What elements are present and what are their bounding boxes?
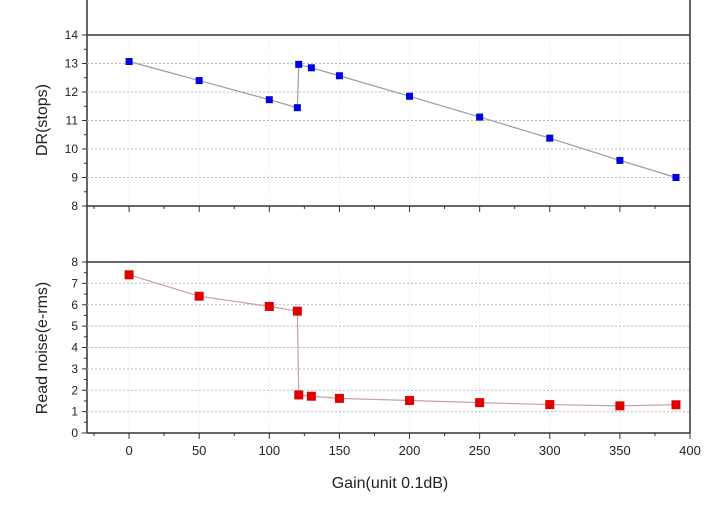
data-point — [475, 398, 485, 408]
data-point — [615, 401, 625, 411]
data-point — [124, 270, 134, 280]
data-point — [265, 96, 273, 104]
series-line — [128, 60, 677, 179]
data-point — [264, 301, 274, 311]
read-noise-panel: 0 1 2 3 4 5 6 7 8 0 50 100 150 200 250 300 350 400 — [71, 255, 701, 458]
y-tick-label: 7 — [71, 276, 78, 290]
data-point — [295, 60, 303, 68]
x-axis-label: Gain(unit 0.1dB) — [332, 475, 449, 492]
data-point — [125, 58, 133, 66]
data-point — [546, 134, 554, 142]
data-point — [476, 113, 484, 121]
y-tick-label: 4 — [71, 341, 78, 355]
data-point — [616, 156, 624, 164]
y-tick-label: 1 — [71, 405, 78, 419]
data-point — [545, 400, 555, 410]
x-tick-label: 350 — [609, 443, 631, 458]
x-tick-label: 50 — [192, 443, 206, 458]
x-tick-label: 150 — [329, 443, 351, 458]
y-tick-label: 3 — [71, 362, 78, 376]
x-tick-label: 200 — [399, 443, 421, 458]
data-point — [335, 72, 343, 80]
data-point — [294, 390, 304, 400]
data-point — [306, 391, 316, 401]
data-point — [292, 306, 302, 316]
data-point — [307, 64, 315, 72]
data-point — [293, 104, 301, 112]
dr-panel: 8 9 10 11 12 13 14 — [65, 28, 691, 213]
y-tick-label: 6 — [71, 298, 78, 312]
chart-frame — [86, 0, 691, 433]
read-noise-y-axis-label: Read noise(e-rms) — [34, 282, 51, 414]
x-tick-label: 100 — [258, 443, 280, 458]
y-tick-label: 0 — [71, 426, 78, 440]
y-tick-label: 12 — [65, 85, 79, 99]
y-tick-label: 10 — [65, 142, 79, 156]
x-tick-label: 0 — [125, 443, 132, 458]
data-point — [194, 291, 204, 301]
y-tick-label: 8 — [71, 255, 78, 269]
x-tick-label: 300 — [539, 443, 561, 458]
y-tick-label: 2 — [71, 383, 78, 397]
y-tick-label: 11 — [66, 114, 79, 128]
series-line — [128, 274, 676, 407]
dr-y-axis-label: DR(stops) — [34, 84, 51, 156]
data-point — [195, 77, 203, 85]
data-point — [672, 174, 680, 181]
data-point — [405, 396, 415, 406]
x-tick-label: 250 — [469, 443, 491, 458]
data-point — [334, 393, 344, 403]
data-point — [406, 92, 414, 100]
y-tick-label: 8 — [71, 199, 78, 213]
y-tick-label: 5 — [71, 319, 78, 333]
y-tick-label: 9 — [71, 171, 78, 185]
data-point — [671, 400, 681, 410]
y-tick-label: 13 — [65, 57, 79, 71]
x-tick-label: 400 — [679, 443, 701, 458]
y-tick-label: 14 — [65, 28, 79, 42]
